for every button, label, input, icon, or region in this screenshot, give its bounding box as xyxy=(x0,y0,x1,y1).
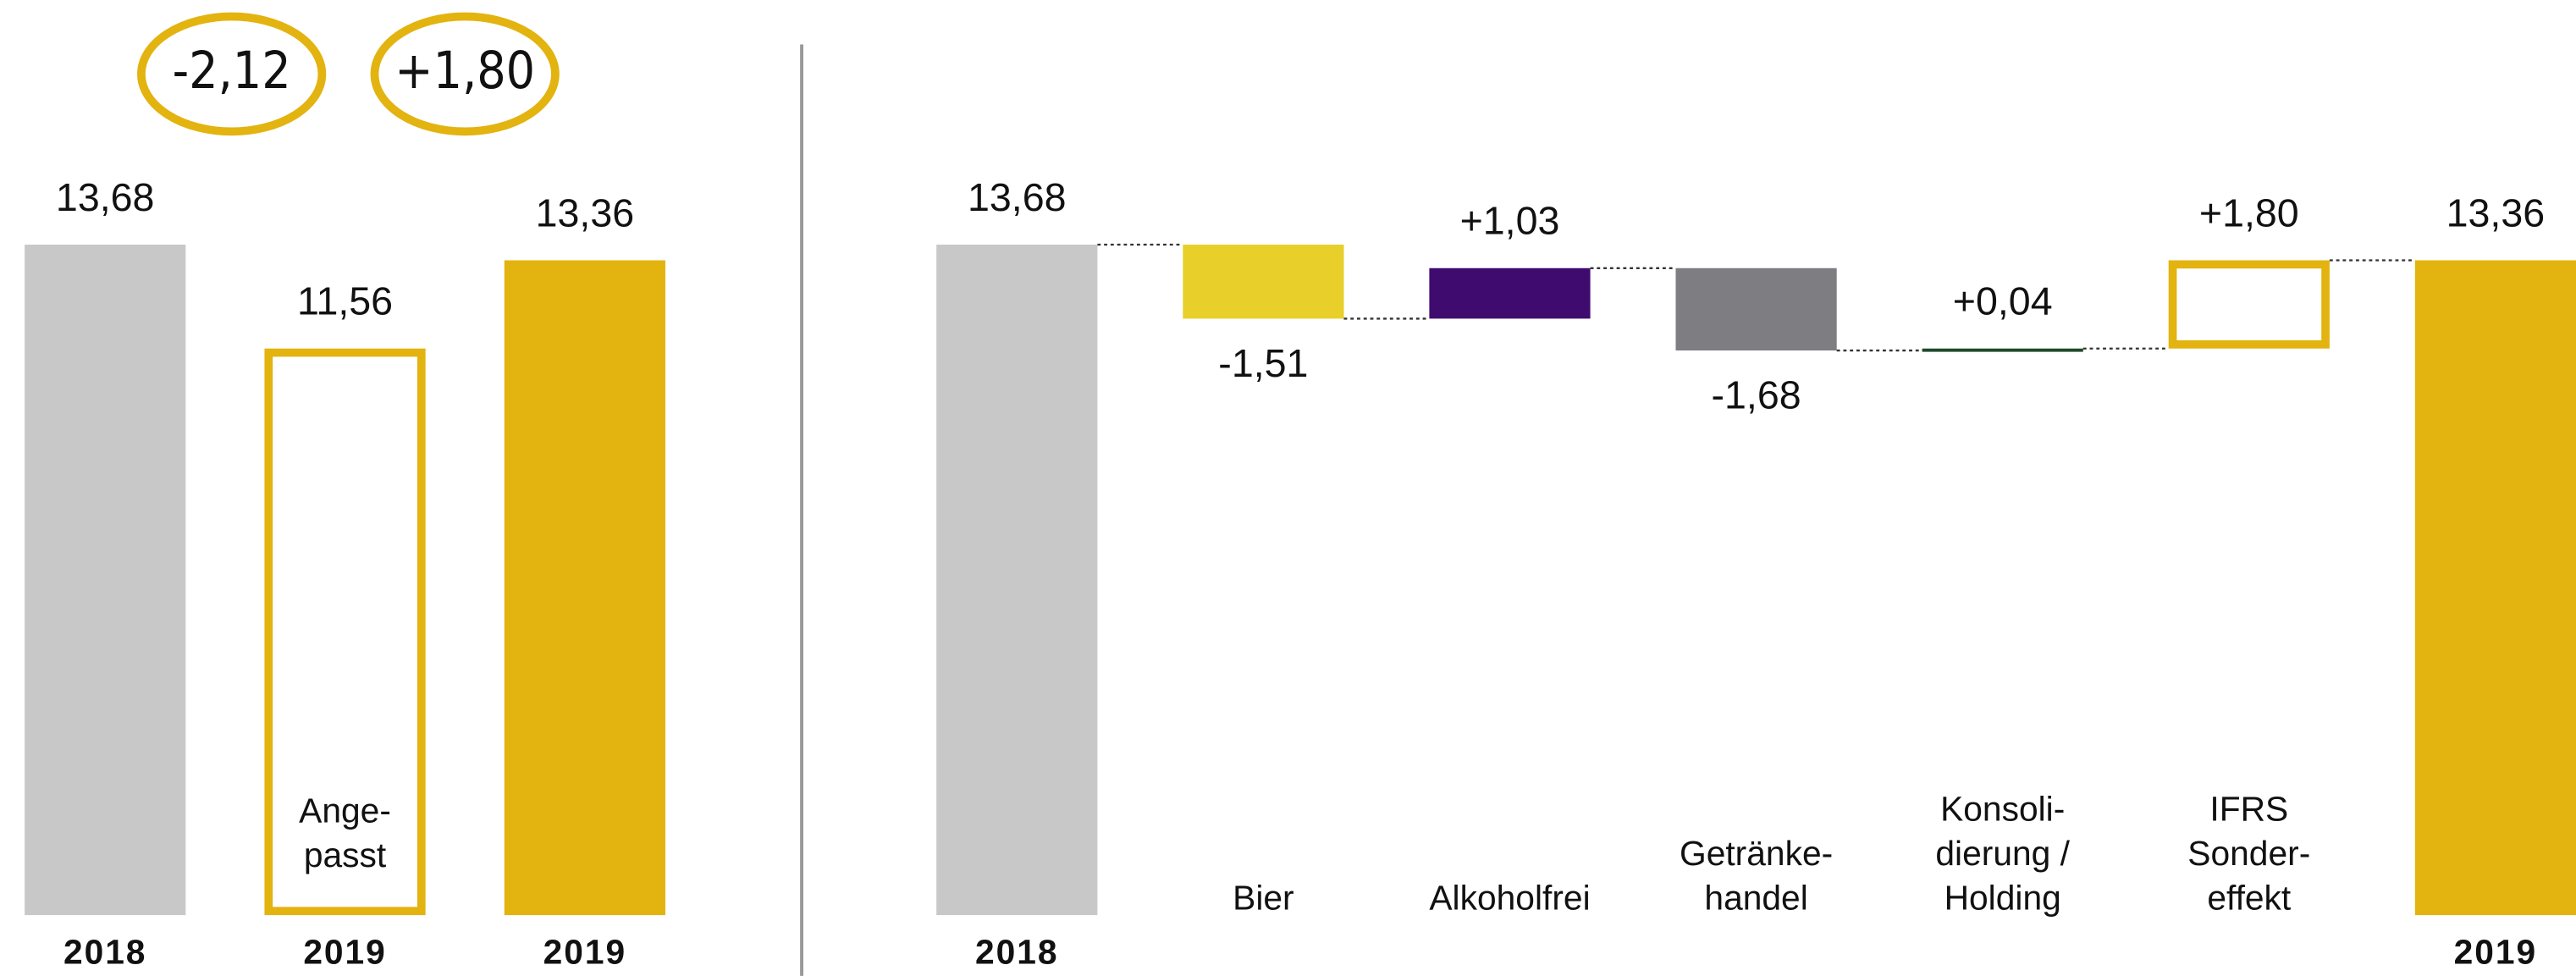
x-tick-label: Bier xyxy=(1233,878,1294,917)
x-tick-label: Sonder- xyxy=(2187,834,2310,873)
annotation-circle xyxy=(137,12,327,136)
x-tick-label: 2018 xyxy=(975,932,1058,971)
bar xyxy=(2168,260,2330,349)
x-tick-label: handel xyxy=(1704,878,1807,917)
bar xyxy=(1183,244,1344,319)
value-label: +1,03 xyxy=(1460,199,1560,243)
x-tick-label: Alkoholfrei xyxy=(1429,878,1590,917)
bar xyxy=(1675,267,1837,351)
x-tick-label: Getränke- xyxy=(1680,834,1833,873)
value-label: 13,36 xyxy=(536,190,635,234)
x-tick-label: 2019 xyxy=(303,932,386,971)
value-label: -1,51 xyxy=(1218,341,1308,385)
value-label: 11,56 xyxy=(297,279,393,323)
annotation: -2,12 xyxy=(173,41,291,101)
bar xyxy=(1922,348,2083,352)
x-tick-label: dierung / xyxy=(1935,834,2070,873)
bar xyxy=(1429,267,1591,319)
bar-label: Ange- xyxy=(299,791,391,830)
value-label: 13,68 xyxy=(56,175,155,219)
value-label: -1,68 xyxy=(1712,373,1801,417)
x-tick-label: 2019 xyxy=(2454,932,2537,971)
value-label: 13,36 xyxy=(2446,190,2546,234)
annotation: +1,80 xyxy=(394,41,535,101)
x-tick-label: Holding xyxy=(1944,878,2061,917)
bar xyxy=(936,244,1098,916)
bar xyxy=(25,244,186,916)
bar xyxy=(504,260,665,916)
value-label: 13,68 xyxy=(968,175,1067,219)
value-label: +0,04 xyxy=(1953,279,2053,323)
bar xyxy=(2414,260,2576,916)
annotation-circle xyxy=(370,12,560,136)
x-tick-label: 2019 xyxy=(543,932,626,971)
value-label: +1,80 xyxy=(2199,190,2299,234)
x-tick-label: IFRS xyxy=(2209,790,2288,829)
bar xyxy=(264,348,426,916)
x-tick-label: 2018 xyxy=(63,932,146,971)
x-tick-label: Konsoli- xyxy=(1940,790,2065,829)
x-tick-label: effekt xyxy=(2207,878,2292,917)
bar-label: passt xyxy=(304,835,387,874)
